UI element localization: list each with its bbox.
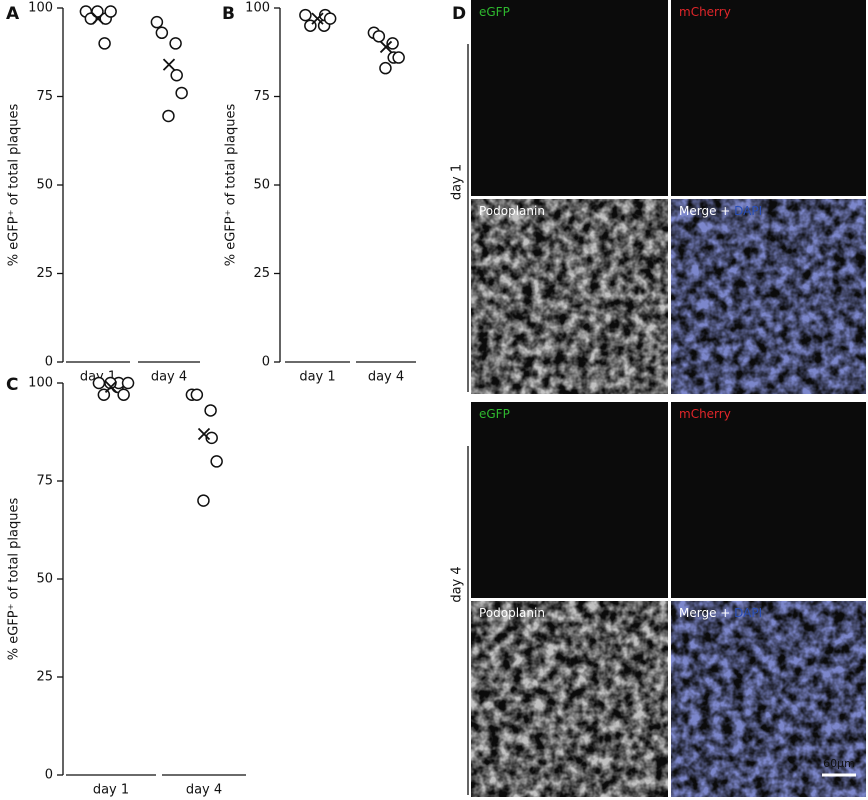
y-tick-label: 25 bbox=[36, 670, 53, 685]
mean-marker bbox=[197, 427, 211, 441]
data-point bbox=[155, 26, 169, 40]
data-point bbox=[104, 5, 117, 18]
micrograph bbox=[471, 402, 668, 598]
scale-bar-label: 60μm bbox=[823, 757, 855, 770]
image-label: Podoplanin bbox=[479, 606, 545, 620]
x-tick-label: day 1 bbox=[299, 370, 335, 385]
y-tick-label: 75 bbox=[36, 474, 53, 489]
data-point bbox=[121, 376, 135, 390]
image-label: eGFP bbox=[479, 407, 510, 421]
y-tick-label: 100 bbox=[28, 1, 53, 16]
data-point bbox=[162, 109, 175, 123]
y-tick-label: 75 bbox=[36, 89, 53, 104]
image-label: Merge + DAPI bbox=[679, 606, 762, 620]
image-label: mCherry bbox=[679, 407, 731, 421]
micrograph bbox=[671, 0, 866, 196]
image-label-part: eGFP bbox=[479, 407, 510, 421]
data-point bbox=[197, 494, 210, 507]
image-label-part: eGFP bbox=[479, 5, 510, 19]
data-point bbox=[117, 388, 130, 402]
x-tick-label: day 4 bbox=[368, 370, 404, 385]
y-tick-label: 0 bbox=[45, 768, 53, 783]
data-point bbox=[98, 37, 111, 50]
micrograph bbox=[471, 0, 668, 196]
tissue-texture bbox=[471, 199, 668, 394]
y-tick-label: 75 bbox=[253, 89, 270, 104]
data-point bbox=[150, 15, 164, 29]
panel-letter: A bbox=[6, 4, 20, 24]
image-label-part: Merge + bbox=[679, 606, 734, 620]
image-label: mCherry bbox=[679, 5, 731, 19]
image-label-part: mCherry bbox=[679, 407, 731, 421]
y-tick-label: 25 bbox=[36, 266, 53, 281]
y-axis-label: % eGFP⁺ of total plaques bbox=[7, 104, 22, 267]
y-tick-label: 0 bbox=[262, 355, 270, 370]
x-tick-label: day 4 bbox=[151, 370, 187, 385]
panel-letter: B bbox=[222, 4, 235, 24]
panel-letter: C bbox=[6, 375, 18, 395]
mean-marker bbox=[311, 12, 324, 25]
mean-marker bbox=[162, 58, 176, 71]
data-point bbox=[323, 12, 337, 25]
y-tick-label: 100 bbox=[28, 376, 53, 391]
data-point bbox=[92, 376, 106, 390]
x-tick-label: day 1 bbox=[93, 783, 129, 798]
y-axis-label: % eGFP⁺ of total plaques bbox=[7, 498, 22, 661]
image-label-part: Merge + bbox=[679, 204, 734, 218]
data-point bbox=[205, 431, 218, 445]
micrograph bbox=[671, 402, 866, 598]
y-tick-label: 0 bbox=[45, 355, 53, 370]
image-label: Podoplanin bbox=[479, 204, 545, 218]
y-tick-label: 100 bbox=[245, 1, 270, 16]
tissue-texture bbox=[471, 601, 668, 797]
group-label: day 1 bbox=[450, 164, 465, 200]
data-point bbox=[372, 30, 386, 43]
mean-marker bbox=[379, 40, 393, 54]
data-point bbox=[386, 37, 399, 50]
x-tick-label: day 4 bbox=[186, 783, 222, 798]
tissue-texture bbox=[671, 601, 866, 797]
image-label-part: Podoplanin bbox=[479, 204, 545, 218]
image-label: eGFP bbox=[479, 5, 510, 19]
data-point bbox=[299, 8, 312, 22]
y-tick-label: 50 bbox=[253, 178, 270, 193]
y-tick-label: 25 bbox=[253, 266, 270, 281]
panel-letter: D bbox=[452, 4, 466, 24]
y-tick-label: 50 bbox=[36, 572, 53, 587]
image-label-part: DAPI bbox=[734, 204, 762, 218]
data-point bbox=[169, 37, 182, 50]
mean-marker bbox=[104, 380, 118, 394]
data-point bbox=[170, 69, 183, 82]
image-label: Merge + DAPI bbox=[679, 204, 762, 218]
group-label: day 4 bbox=[450, 566, 465, 602]
mean-marker bbox=[91, 12, 105, 25]
data-point bbox=[392, 51, 405, 64]
data-point bbox=[210, 455, 223, 468]
data-point bbox=[175, 86, 188, 100]
y-axis-label: % eGFP⁺ of total plaques bbox=[224, 104, 239, 267]
tissue-texture bbox=[671, 199, 866, 394]
image-label-part: mCherry bbox=[679, 5, 731, 19]
y-tick-label: 50 bbox=[36, 178, 53, 193]
data-point bbox=[379, 61, 392, 75]
data-point bbox=[204, 404, 217, 417]
image-label-part: DAPI bbox=[734, 606, 762, 620]
data-point bbox=[190, 388, 204, 402]
image-label-part: Podoplanin bbox=[479, 606, 545, 620]
